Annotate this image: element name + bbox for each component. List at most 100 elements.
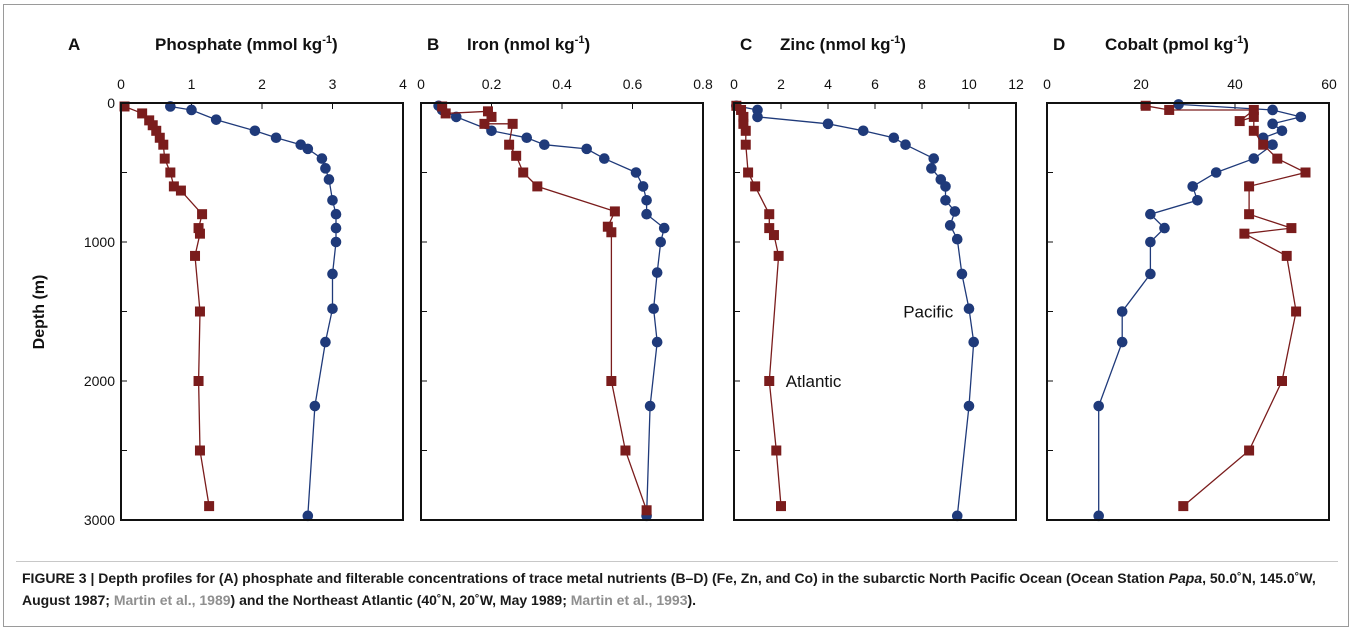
series-annotation: Atlantic <box>786 372 842 391</box>
panel-title-text: Phosphate (mmol kg <box>155 35 322 54</box>
panel-title-superscript: -1 <box>891 34 901 46</box>
pacific-data-point <box>940 195 951 206</box>
panel-c: C Zinc (nmol kg-1) 0 2 4 6 8 10 12 Pacific Atlanti… <box>730 34 1024 522</box>
y-tick-label: 0 <box>107 95 115 111</box>
atlantic-data-point <box>437 101 448 112</box>
x-tick-label: 10 <box>961 76 977 92</box>
pacific-data-point <box>309 400 321 412</box>
figure-caption: FIGURE 3 | Depth profiles for (A) phosph… <box>22 567 1337 611</box>
pacific-data-point <box>599 153 610 164</box>
pacific-data-point <box>539 139 550 150</box>
atlantic-data-point <box>1248 104 1259 115</box>
caption-text: Papa <box>1168 570 1203 586</box>
pacific-data-point <box>641 208 652 220</box>
atlantic-data-point <box>194 306 205 317</box>
caption-text: ) and the Northeast Atlantic (40˚N, 20˚W… <box>230 592 571 608</box>
caption-reference[interactable]: Martin et al., 1993 <box>570 592 688 608</box>
y-tick-label: 1000 <box>84 234 115 250</box>
pacific-data-point <box>1187 181 1198 192</box>
atlantic-data-point <box>190 250 201 261</box>
caption-text: , 50.0˚N, 145.0˚W, August 1987; <box>22 570 1316 608</box>
atlantic-data-point <box>151 125 162 136</box>
panel-letter: B <box>427 35 439 54</box>
pacific-data-point <box>658 222 670 234</box>
y-tick-label: 2000 <box>84 373 115 389</box>
panel-title: Iron (nmol kg-1) <box>467 34 590 54</box>
atlantic-data-point <box>738 118 749 129</box>
atlantic-data-point <box>773 250 784 261</box>
atlantic-data-point <box>507 118 518 129</box>
pacific-data-point <box>1159 222 1170 234</box>
pacific-data-point <box>822 118 834 130</box>
pacific-data-point <box>521 132 533 144</box>
atlantic-data-point <box>768 230 779 241</box>
panel-title-superscript: -1 <box>1233 34 1243 46</box>
pacific-data-point <box>926 163 937 174</box>
atlantic-data-point <box>194 228 205 239</box>
x-tick-label: 3 <box>329 76 337 92</box>
pacific-data-point <box>1210 167 1222 178</box>
pacific-data-point <box>1192 195 1203 206</box>
atlantic-data-point <box>165 167 176 178</box>
caption-text: ). <box>687 592 697 608</box>
pacific-data-point <box>581 143 592 155</box>
panel-title: Phosphate (mmol kg-1) <box>155 34 338 54</box>
pacific-data-point <box>320 336 331 348</box>
pacific-profile-line <box>1098 103 1301 516</box>
panel-title-text: Zinc (nmol kg <box>780 35 891 54</box>
pacific-data-point <box>1295 111 1307 123</box>
pacific-data-point <box>630 167 642 178</box>
atlantic-data-point <box>1248 125 1259 136</box>
panel-letter: D <box>1053 35 1065 54</box>
atlantic-data-point <box>158 139 169 150</box>
pacific-data-point <box>330 236 342 248</box>
caption-text: FIGURE 3 | Depth profiles for (A) phosph… <box>22 570 1169 586</box>
figure-frame <box>3 4 1349 627</box>
pacific-data-point <box>637 181 649 192</box>
y-tick-label: 3000 <box>84 512 115 528</box>
x-tick-label: 2 <box>777 76 785 92</box>
atlantic-data-point <box>1281 250 1292 261</box>
atlantic-data-point <box>771 445 782 456</box>
atlantic-data-point <box>620 445 631 456</box>
atlantic-data-point <box>504 139 515 150</box>
pacific-data-point <box>752 111 763 123</box>
caption-reference[interactable]: Martin et al., 1989 <box>113 592 231 608</box>
x-tick-label: 0 <box>730 76 738 92</box>
atlantic-data-point <box>482 106 493 117</box>
plot-frame <box>120 102 404 521</box>
atlantic-data-point <box>1300 167 1311 178</box>
x-tick-label: 40 <box>1227 76 1243 92</box>
pacific-data-point <box>651 267 663 278</box>
pacific-data-point <box>302 143 314 155</box>
pacific-data-point <box>655 236 666 248</box>
x-tick-label: 0.2 <box>482 76 502 92</box>
pacific-data-point <box>641 195 652 206</box>
atlantic-data-point <box>764 376 775 386</box>
atlantic-data-point <box>736 104 747 115</box>
pacific-data-point <box>1276 125 1288 137</box>
atlantic-profile-line <box>1145 105 1308 507</box>
x-tick-label: 0 <box>117 76 125 92</box>
atlantic-data-point <box>1272 153 1283 164</box>
pacific-data-point <box>1145 208 1156 220</box>
atlantic-data-point <box>764 223 775 234</box>
pacific-data-point <box>327 303 338 315</box>
atlantic-data-point <box>147 120 158 131</box>
pacific-data-point <box>968 336 979 348</box>
atlantic-data-point <box>175 185 186 196</box>
atlantic-data-point <box>518 167 529 178</box>
atlantic-data-point <box>606 376 617 386</box>
atlantic-data-point <box>154 132 165 143</box>
pacific-data-point <box>644 400 656 412</box>
panel-title-end: ) <box>900 35 906 54</box>
depth-profile-charts: A Phosphate (mmol kg-1)0 1 2 3 40100020003000… <box>31 34 1337 528</box>
pacific-data-point <box>327 195 338 206</box>
x-tick-label: 6 <box>871 76 879 92</box>
pacific-data-point <box>1093 400 1104 412</box>
panel-title-superscript: -1 <box>575 34 585 46</box>
atlantic-data-point <box>602 221 613 232</box>
pacific-data-point <box>320 163 331 174</box>
pacific-data-point <box>1145 236 1156 248</box>
caption-divider <box>16 561 1338 562</box>
